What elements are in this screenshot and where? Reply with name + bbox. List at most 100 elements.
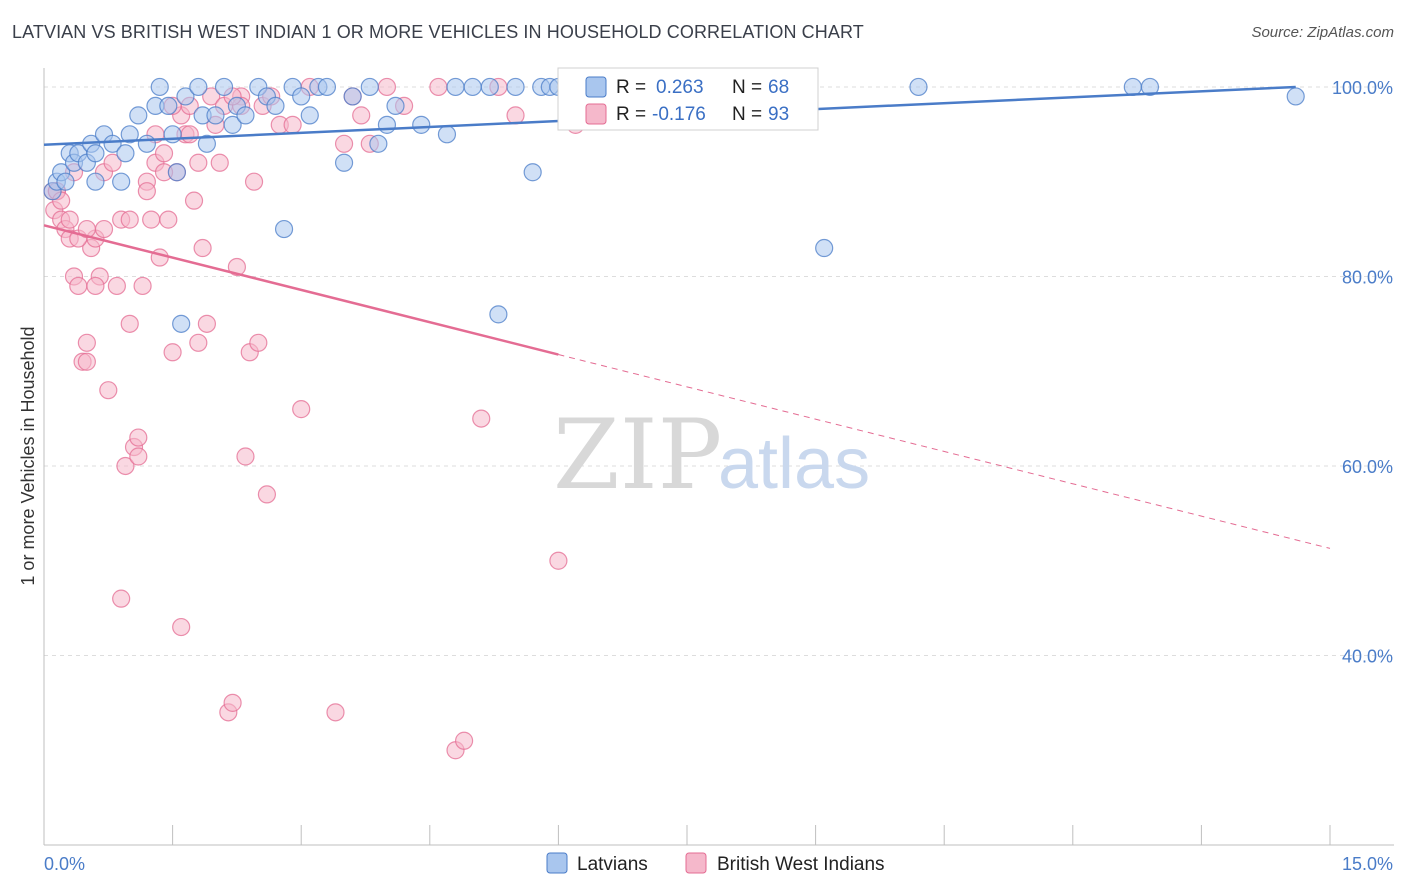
data-point <box>223 115 242 134</box>
data-point <box>133 276 152 296</box>
data-point <box>429 77 448 97</box>
data-point <box>377 115 397 134</box>
data-point <box>472 409 491 428</box>
data-point <box>249 333 268 352</box>
data-point <box>223 693 242 712</box>
data-point <box>506 106 525 125</box>
data-point <box>99 381 118 400</box>
data-point <box>172 314 191 333</box>
data-point <box>1140 77 1160 97</box>
data-point <box>60 210 79 229</box>
data-point <box>506 77 525 97</box>
data-point <box>94 219 114 239</box>
data-points <box>43 77 1305 760</box>
data-point <box>189 153 208 172</box>
data-point <box>193 238 212 258</box>
legend-r-value-1: 0.263 <box>656 77 704 98</box>
data-point <box>257 485 277 504</box>
data-point <box>129 428 148 447</box>
data-point <box>86 276 105 296</box>
data-point <box>86 172 105 191</box>
data-point <box>334 153 354 172</box>
watermark: ZIP atlas <box>553 399 870 511</box>
data-point <box>129 447 148 466</box>
data-point <box>210 153 229 172</box>
data-point <box>480 77 499 97</box>
data-point <box>189 77 208 97</box>
data-point <box>1286 87 1305 106</box>
y-tick-labels: 40.0% 60.0% 80.0% 100.0% <box>1332 78 1393 667</box>
data-point <box>154 144 174 163</box>
x-tick-label: 0.0% <box>44 854 85 874</box>
data-point <box>236 447 255 466</box>
series-legend-bwi: British West Indians <box>717 854 885 875</box>
trend-line <box>43 224 559 356</box>
data-point <box>202 87 221 106</box>
data-point <box>343 87 362 106</box>
legend-n-value-1: 68 <box>768 77 789 98</box>
y-tick-label: 40.0% <box>1342 646 1393 666</box>
data-point <box>909 77 928 97</box>
data-point <box>150 77 169 97</box>
x-tick-label: 15.0% <box>1342 854 1393 874</box>
data-point <box>214 77 234 97</box>
legend-swatch-bwi <box>585 103 607 125</box>
data-point <box>184 191 204 210</box>
data-point <box>189 333 208 352</box>
x-tick-labels: 0.0% 15.0% <box>44 854 1393 874</box>
legend-r-label-2: R = <box>616 104 646 125</box>
stats-legend: R = 0.263 N = 68 R = -0.176 N = 93 <box>557 67 819 131</box>
data-point <box>77 352 96 371</box>
data-point <box>386 96 405 116</box>
data-point <box>159 96 178 116</box>
axes <box>43 68 1394 846</box>
grid-lines <box>44 86 1394 656</box>
data-point <box>172 617 191 637</box>
data-point <box>334 134 354 153</box>
data-point <box>86 144 105 163</box>
data-point <box>300 106 319 125</box>
data-point <box>326 703 345 722</box>
data-point <box>549 551 568 570</box>
data-point <box>103 134 122 153</box>
data-point <box>446 77 465 97</box>
data-point <box>274 219 294 239</box>
data-point <box>236 106 255 125</box>
data-point <box>77 333 96 352</box>
data-point <box>377 77 397 97</box>
legend-swatch-latvians <box>585 76 607 98</box>
data-point <box>266 96 285 116</box>
data-point <box>244 172 264 191</box>
data-point <box>112 172 131 191</box>
data-point <box>412 115 431 134</box>
chart-title: LATVIAN VS BRITISH WEST INDIAN 1 OR MORE… <box>12 22 864 42</box>
legend-n-label-2: N = <box>732 104 762 125</box>
data-point <box>1123 77 1142 97</box>
data-point <box>137 182 156 201</box>
data-point <box>369 134 388 153</box>
legend-r-label-1: R = <box>616 77 646 98</box>
data-point <box>292 87 311 106</box>
trend-line-extension <box>558 354 1331 549</box>
chart-source: Source: ZipAtlas.com <box>1251 24 1394 41</box>
series-legend-swatch-bwi <box>685 852 707 874</box>
legend-r-value-2: -0.176 <box>652 104 706 125</box>
data-point <box>129 106 148 125</box>
data-point <box>103 153 122 172</box>
data-point <box>352 106 371 125</box>
data-point <box>292 400 311 419</box>
legend-n-label-1: N = <box>732 77 762 98</box>
data-point <box>116 144 135 163</box>
data-point <box>159 210 178 229</box>
data-point <box>120 314 139 333</box>
watermark-atlas: atlas <box>718 424 870 504</box>
data-point <box>206 106 225 125</box>
data-point <box>112 589 131 608</box>
series-legend-swatch-latvians <box>546 852 568 874</box>
data-point <box>69 276 88 296</box>
data-point <box>454 731 474 750</box>
legend-n-value-2: 93 <box>768 104 789 125</box>
data-point <box>360 77 379 97</box>
data-point <box>197 314 216 333</box>
